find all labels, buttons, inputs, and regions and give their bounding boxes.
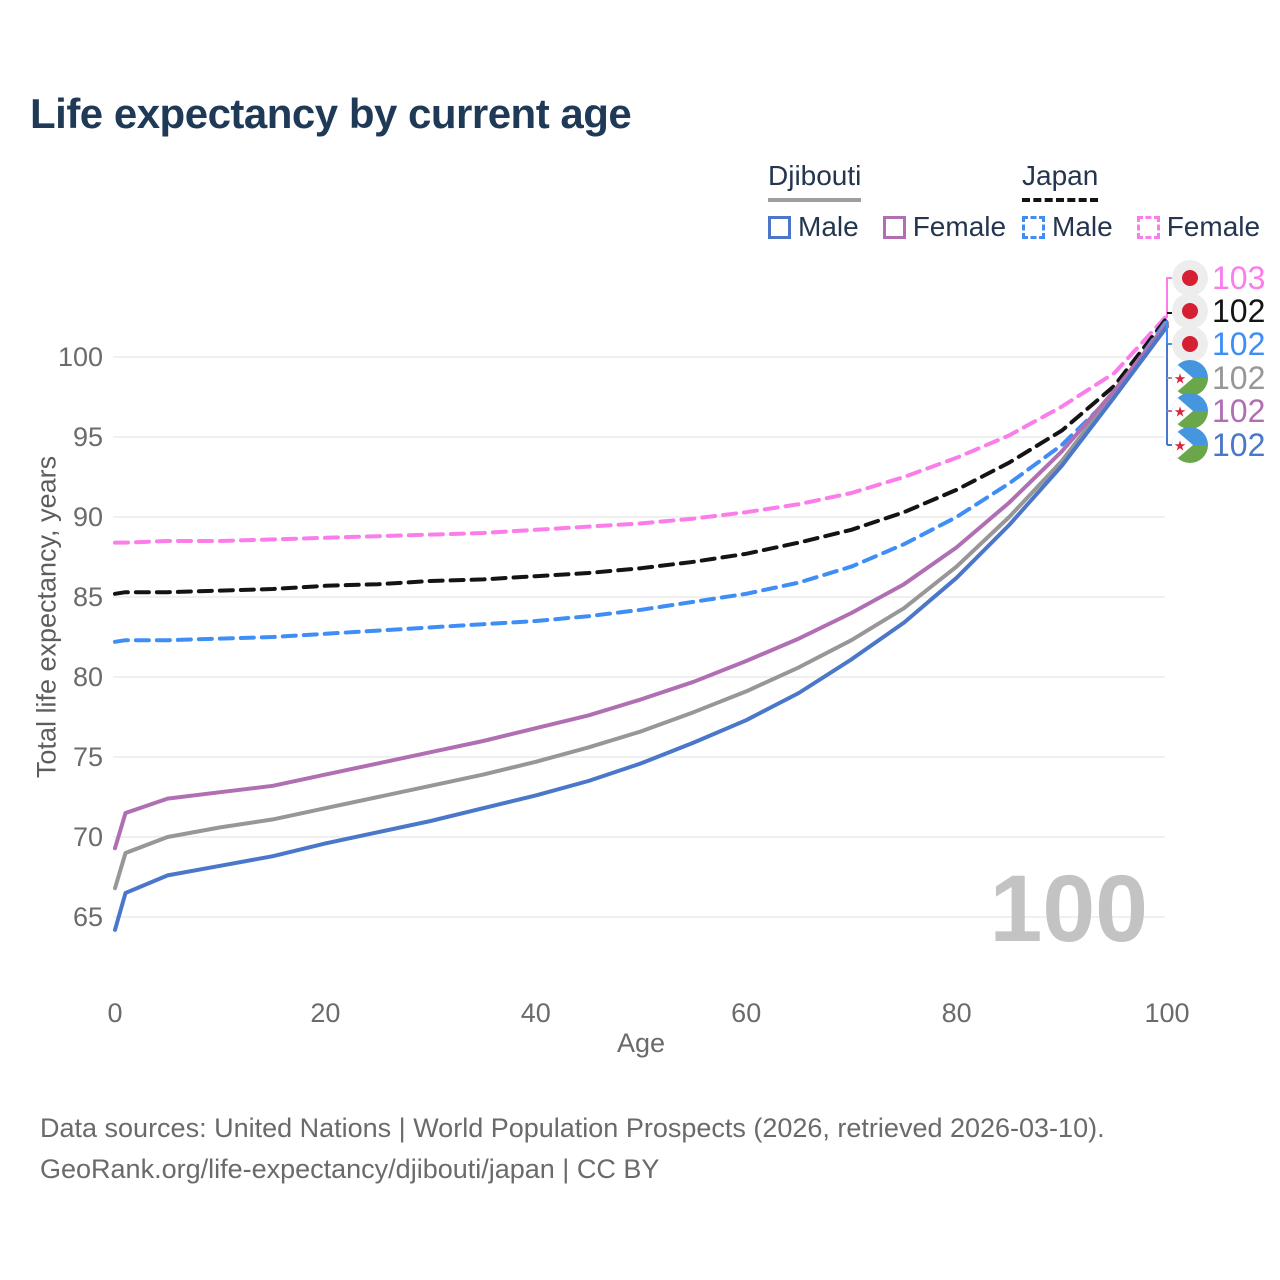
legend-item-japan-male[interactable]: Male — [1022, 211, 1113, 243]
age-counter-watermark: 100 — [989, 856, 1148, 962]
end-value-label: 102 — [1212, 360, 1265, 396]
legend-label: Male — [1052, 211, 1113, 242]
japan-flag-icon — [1172, 260, 1208, 296]
x-tick-label: 0 — [107, 998, 122, 1028]
footer: Data sources: United Nations | World Pop… — [40, 1108, 1105, 1190]
series-line-japan-male[interactable] — [113, 318, 1169, 644]
x-tick-label: 40 — [521, 998, 551, 1028]
end-value-label: 102 — [1212, 293, 1265, 329]
djibouti-female-swatch-icon — [882, 215, 906, 239]
legend-group-japan: Japan Male Female — [1022, 160, 1260, 243]
y-axis-title: Total life expectancy, years — [31, 455, 62, 779]
japan-female-swatch-icon — [1136, 215, 1160, 239]
djibouti-flag-icon: ★ — [1172, 427, 1208, 463]
footer-attribution: GeoRank.org/life-expectancy/djibouti/jap… — [40, 1154, 660, 1184]
end-value-label: 103 — [1212, 260, 1265, 296]
svg-text:★: ★ — [1174, 405, 1187, 421]
legend-item-djibouti-male[interactable]: Male — [768, 211, 859, 243]
djibouti-flag-icon: ★ — [1172, 393, 1208, 429]
svg-text:★: ★ — [1174, 372, 1187, 388]
y-tick-label: 65 — [73, 902, 103, 932]
japan-flag-icon — [1172, 293, 1208, 329]
legend-country-japan[interactable]: Japan — [1022, 160, 1099, 202]
japan-flag-icon — [1172, 326, 1208, 362]
japan-male-swatch-icon — [1022, 215, 1045, 239]
end-value-label: 102 — [1212, 326, 1265, 362]
end-value-label: 102 — [1212, 393, 1265, 429]
y-tick-label: 70 — [73, 822, 103, 852]
x-axis-title: Age — [616, 1028, 666, 1058]
series-line-djibouti-female[interactable] — [113, 322, 1169, 851]
x-tick-label: 80 — [942, 998, 972, 1028]
legend-label: Male — [798, 211, 859, 242]
legend-item-djibouti-female[interactable]: Female — [882, 211, 1007, 243]
legend-label: Female — [1166, 211, 1261, 242]
y-tick-label: 75 — [73, 742, 103, 772]
legend-item-japan-female[interactable]: Female — [1136, 211, 1261, 243]
svg-text:★: ★ — [1174, 439, 1187, 455]
djibouti-male-swatch-icon — [768, 215, 791, 239]
y-tick-label: 100 — [58, 342, 103, 372]
x-tick-label: 60 — [731, 998, 761, 1028]
series-line-djibouti-both-sexes[interactable] — [113, 320, 1169, 891]
series-line-japan-both-sexes[interactable] — [113, 315, 1169, 596]
series-line-djibouti-male[interactable] — [113, 324, 1169, 932]
footer-data-sources: Data sources: United Nations | World Pop… — [40, 1113, 1105, 1143]
y-tick-label: 85 — [73, 582, 103, 612]
x-tick-label: 20 — [310, 998, 340, 1028]
leader-line — [1166, 320, 1172, 345]
y-tick-label: 80 — [73, 662, 103, 692]
legend-label: Female — [912, 211, 1007, 242]
end-value-label: 102 — [1212, 427, 1265, 463]
y-tick-label: 95 — [73, 422, 103, 452]
page-title: Life expectancy by current age — [30, 90, 632, 137]
leader-line — [1166, 277, 1172, 318]
series-line-japan-female[interactable] — [113, 313, 1169, 545]
x-tick-label: 100 — [1144, 998, 1189, 1028]
y-tick-label: 90 — [73, 502, 103, 532]
legend-country-djibouti[interactable]: Djibouti — [768, 160, 862, 202]
djibouti-flag-icon: ★ — [1172, 360, 1208, 396]
legend-group-djibouti: Djibouti Male Female — [768, 160, 1006, 243]
